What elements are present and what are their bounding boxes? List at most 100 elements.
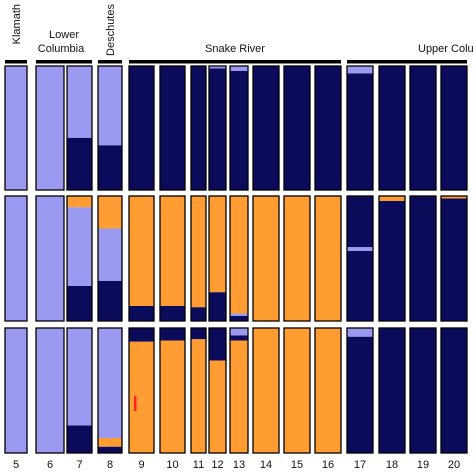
segment-B-2 [379,201,405,321]
bar-frame [378,327,406,454]
segment-B-1 [315,66,341,190]
segment-B-1 [129,66,154,190]
segment-B-1 [379,328,405,453]
bar-14-row-1 [252,65,280,191]
group-bracket-4 [129,60,341,64]
segment-C-2 [160,340,185,453]
segment-B-1 [441,328,467,453]
group-bracket-3 [98,60,122,64]
segment-A-1 [36,66,64,190]
bar-19-row-2 [409,195,437,322]
segment-B-2 [209,292,226,321]
bar-frame [314,195,342,322]
group-label-2: Lower [49,29,79,41]
population-label-7: 7 [76,459,82,471]
bar-frame [409,65,437,191]
bar-frame [314,65,342,191]
segment-B-2 [67,425,92,453]
bar-10-row-2 [159,195,186,322]
segment-C-1 [253,328,279,453]
segment-B-1 [191,66,206,190]
segment-C-1 [230,196,248,314]
bar-frame [4,65,28,191]
segment-C-1 [98,196,122,229]
segment-B-1 [253,66,279,190]
segment-B-1 [191,328,206,340]
bar-frame [208,327,227,454]
bar-17-row-3 [346,327,374,454]
segment-B-1 [160,66,185,190]
segment-A-1 [5,196,27,321]
segment-C-1 [209,196,226,293]
segment-A-1 [36,328,64,453]
segment-B-2 [441,198,467,321]
group-label-1: Klamath [11,4,23,44]
segment-A-1 [36,196,64,321]
bar-frame [208,65,227,191]
segment-C-1 [315,328,341,453]
population-label-5: 5 [13,459,19,471]
bar-20-row-2 [440,195,468,322]
group-label-2-line2: Columbia [38,43,85,55]
bar-13-row-1 [229,65,249,191]
bar-frame [346,195,374,322]
population-label-17: 17 [354,459,366,471]
bar-frame [97,65,123,191]
segment-B-3 [67,286,92,321]
segment-B-2 [98,145,122,190]
bar-19-row-3 [409,327,437,454]
segment-A-1 [98,328,122,438]
group-label-4: Snake River [205,43,265,55]
segment-C-1 [441,196,467,199]
segment-A-1 [230,66,248,71]
bar-frame [283,65,311,191]
bar-frame [346,65,374,191]
bar-13-row-2 [229,195,249,322]
segment-C-2 [129,341,154,453]
bar-8-row-2 [97,195,123,322]
bar-frame [159,195,186,322]
population-label-9: 9 [138,459,144,471]
bar-7-row-3 [66,327,93,454]
segment-A-1 [5,66,27,190]
bar-frame [440,195,468,322]
bar-11-row-1 [190,65,207,191]
segment-A-1 [230,328,248,336]
bar-frame [190,195,207,322]
population-label-11: 11 [193,459,204,471]
segment-A-1 [98,66,122,146]
segment-A-2 [98,228,122,281]
segment-B-2 [347,336,373,453]
segment-C-1 [129,196,154,306]
bar-frame [440,65,468,191]
bar-6-row-1 [35,65,65,191]
segment-B-1 [129,328,154,342]
segment-B-2 [209,68,226,190]
bar-13-row-3 [229,327,249,454]
bar-frame [128,195,155,322]
segment-C-1 [253,196,279,321]
segment-C-1 [379,196,405,201]
panel-row-1 [4,65,468,191]
group-bracket-1 [5,60,27,64]
segment-C-1 [160,196,185,306]
bar-frame [283,195,311,322]
bar-frame [378,195,406,322]
bar-14-row-3 [252,327,280,454]
bar-frame [159,65,186,191]
segment-C-1 [67,196,92,208]
population-label-18: 18 [386,459,398,471]
segment-C-2 [98,438,122,447]
segment-B-3 [98,281,122,321]
panel-row-3 [4,327,468,454]
segment-B-2 [160,306,185,321]
bar-frame [314,327,342,454]
bar-14-row-2 [252,195,280,322]
bar-9-row-1 [128,65,155,191]
segment-B-1 [209,328,226,361]
population-label-15: 15 [291,459,303,471]
bar-frame [409,195,437,322]
group-label-3: Deschutes [105,4,117,56]
bar-frame [97,195,123,322]
